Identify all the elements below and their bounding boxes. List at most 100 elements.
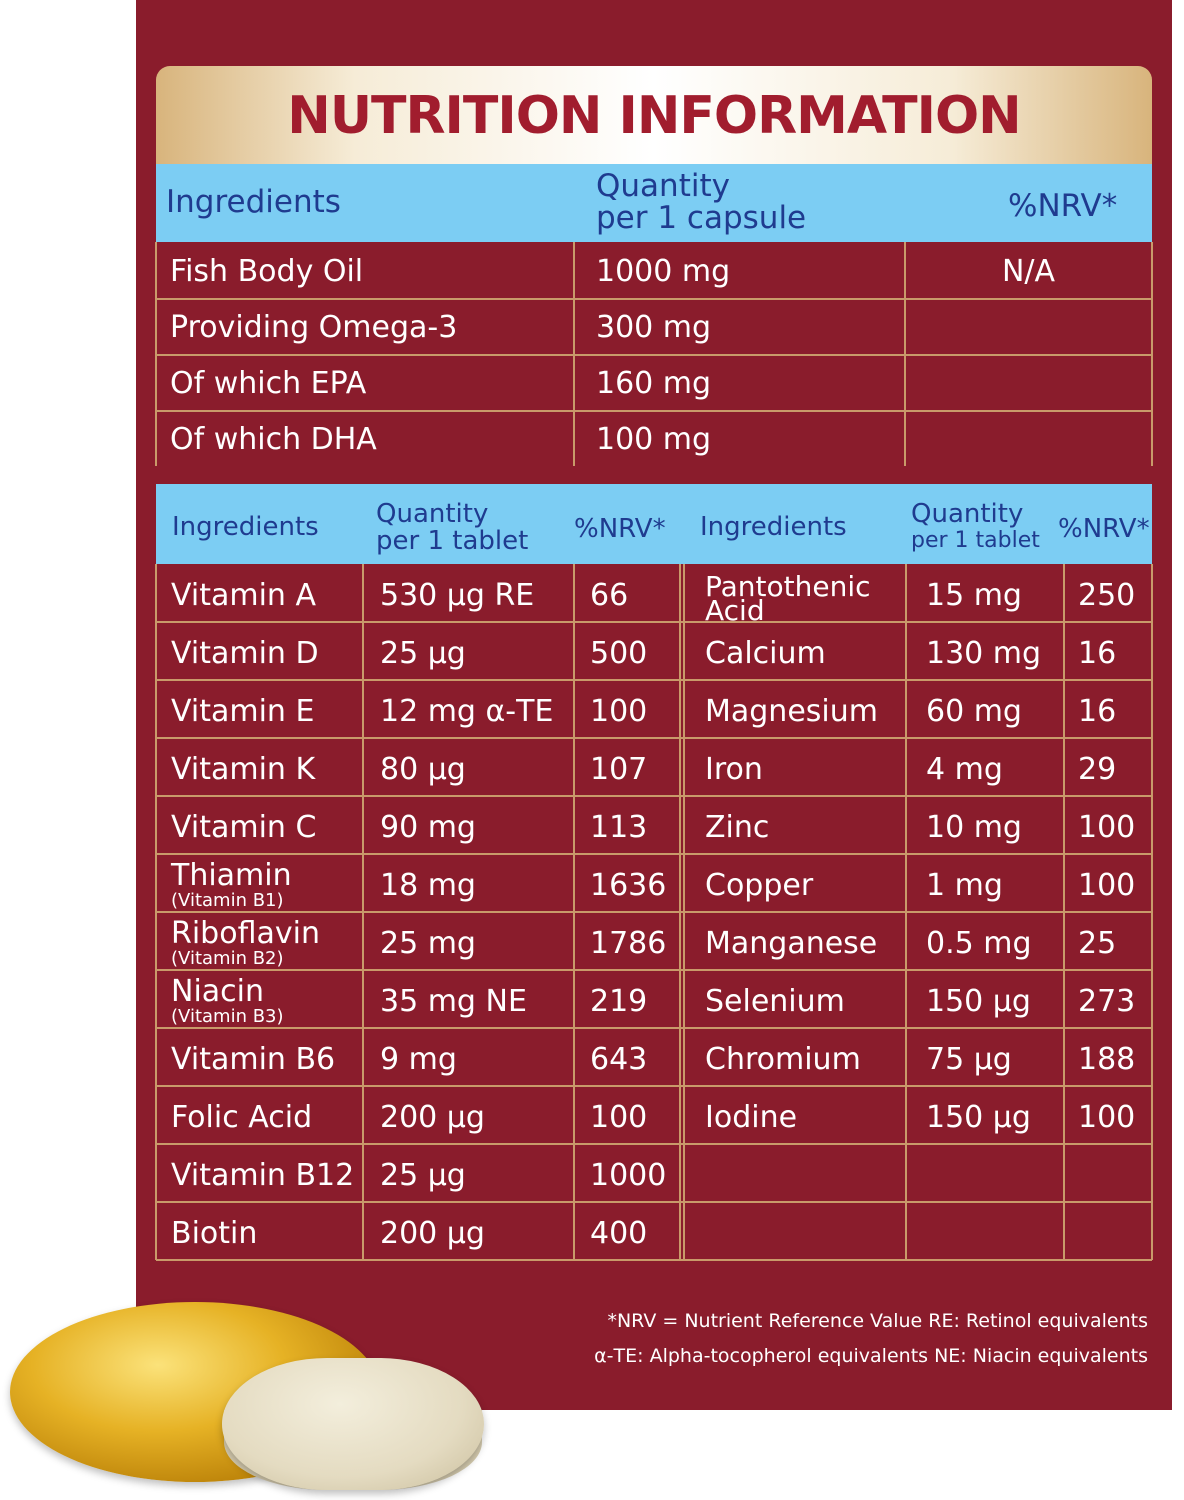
- vitamin-quantity: 25 µg: [380, 1158, 466, 1193]
- vitamin-nrv: 400: [590, 1216, 648, 1251]
- mineral-name: Selenium: [705, 984, 845, 1019]
- vitamin-name: Vitamin A: [171, 578, 316, 613]
- vitamin-quantity: 200 µg: [380, 1216, 485, 1251]
- vitamin-name: Vitamin K: [171, 752, 316, 787]
- tablet-table-hline: [156, 1259, 1152, 1261]
- vitamin-nrv: 107: [590, 752, 648, 787]
- tablet-table-hline: [156, 737, 1152, 739]
- capsule-header-quantity-line1: Quantity: [596, 168, 730, 204]
- tablet-header-ingredients-left: Ingredients: [172, 512, 319, 542]
- footnote-nrv: *NRV = Nutrient Reference Value RE: Reti…: [607, 1310, 1148, 1332]
- capsule-ingredient-nrv: N/A: [1001, 254, 1056, 289]
- capsule-table-hline: [156, 298, 1152, 300]
- mineral-quantity: 150 µg: [926, 984, 1031, 1019]
- tablet-table-hline: [156, 1201, 1152, 1203]
- capsule-ingredient-name: Fish Body Oil: [170, 254, 364, 289]
- capsule-table-hline: [156, 354, 1152, 356]
- mineral-name: Zinc: [705, 810, 770, 845]
- capsule-ingredient-name: Of which EPA: [170, 366, 367, 401]
- tablet-header-nrv-right: %NRV*: [1058, 514, 1150, 544]
- tablet-table-hline: [156, 795, 1152, 797]
- mineral-name: Iodine: [705, 1100, 798, 1135]
- capsule-header-quantity-line2: per 1 capsule: [596, 200, 807, 236]
- mineral-name: Copper: [705, 868, 814, 903]
- mineral-nrv: 16: [1078, 694, 1117, 729]
- vitamin-quantity: 12 mg α-TE: [380, 694, 554, 729]
- vitamin-name: Riboflavin: [171, 916, 320, 951]
- mineral-nrv: 100: [1078, 868, 1136, 903]
- tablet-header-quantity-right-line1: Quantity: [911, 499, 1024, 529]
- vitamin-name: Folic Acid: [171, 1100, 313, 1135]
- mineral-quantity: 60 mg: [926, 694, 1022, 729]
- title-band: NUTRITION INFORMATION: [156, 66, 1152, 164]
- mineral-nrv: 16: [1078, 636, 1117, 671]
- vitamin-name: Vitamin C: [171, 810, 317, 845]
- mineral-nrv: 100: [1078, 1100, 1136, 1135]
- vitamin-quantity: 80 µg: [380, 752, 466, 787]
- tablet-table-hline: [156, 1143, 1152, 1145]
- tablet-image: [222, 1358, 484, 1490]
- vitamin-quantity: 35 mg NE: [380, 984, 527, 1019]
- vitamin-nrv: 1000: [590, 1158, 667, 1193]
- mineral-quantity: 1 mg: [926, 868, 1003, 903]
- vitamin-name: Vitamin B12: [171, 1158, 355, 1193]
- mineral-nrv: 100: [1078, 810, 1136, 845]
- capsule-header-nrv: %NRV*: [1008, 188, 1118, 224]
- capsule-ingredient-quantity: 100 mg: [596, 422, 712, 457]
- mineral-name: Chromium: [705, 1042, 861, 1077]
- mineral-quantity: 10 mg: [926, 810, 1022, 845]
- mineral-name: Pantothenic: [705, 570, 871, 603]
- vitamin-quantity: 90 mg: [380, 810, 476, 845]
- tablet-header-ingredients-right: Ingredients: [700, 512, 847, 542]
- capsule-ingredient-quantity: 160 mg: [596, 366, 712, 401]
- tablet-table-hline: [156, 679, 1152, 681]
- mineral-quantity: 0.5 mg: [926, 926, 1032, 961]
- tablet-header-quantity-left-line2: per 1 tablet: [376, 526, 529, 556]
- mineral-quantity: 75 µg: [926, 1042, 1012, 1077]
- vitamin-nrv: 1786: [590, 926, 667, 961]
- vitamin-nrv: 219: [590, 984, 648, 1019]
- mineral-nrv: 25: [1078, 926, 1117, 961]
- tablet-table-hline: [156, 969, 1152, 971]
- capsule-ingredient-name: Providing Omega-3: [170, 310, 458, 345]
- mineral-nrv: 250: [1078, 578, 1136, 613]
- tablet-table-hline: [156, 1027, 1152, 1029]
- vitamin-subname: (Vitamin B1): [171, 890, 284, 911]
- vitamin-subname: (Vitamin B3): [171, 1006, 284, 1027]
- mineral-nrv: 29: [1078, 752, 1117, 787]
- vitamin-quantity: 18 mg: [380, 868, 476, 903]
- mineral-nrv: 273: [1078, 984, 1136, 1019]
- tablet-table-hline: [156, 1085, 1152, 1087]
- capsule-table-header: Ingredients Quantity per 1 capsule %NRV*: [156, 164, 1152, 242]
- capsule-ingredient-quantity: 300 mg: [596, 310, 712, 345]
- mineral-name: Magnesium: [705, 694, 878, 729]
- mineral-name: Iron: [705, 752, 763, 787]
- vitamin-quantity: 200 µg: [380, 1100, 485, 1135]
- capsule-table-vline: [1151, 242, 1153, 466]
- vitamin-name: Vitamin D: [171, 636, 319, 671]
- vitamin-nrv: 100: [590, 1100, 648, 1135]
- vitamin-name: Niacin: [171, 974, 265, 1009]
- vitamin-name: Vitamin E: [171, 694, 315, 729]
- tablet-table-hline: [156, 621, 1152, 623]
- vitamin-name: Thiamin: [171, 858, 292, 893]
- tablet-table-hline: [156, 911, 1152, 913]
- vitamin-name: Vitamin B6: [171, 1042, 336, 1077]
- mineral-name: Manganese: [705, 926, 878, 961]
- tablet-table-vline: [1151, 564, 1153, 1260]
- mineral-quantity: 4 mg: [926, 752, 1003, 787]
- vitamin-subname: (Vitamin B2): [171, 948, 284, 969]
- vitamin-nrv: 1636: [590, 868, 667, 903]
- footnote-te: α-TE: Alpha-tocopherol equivalents NE: N…: [594, 1345, 1148, 1367]
- vitamin-quantity: 9 mg: [380, 1042, 457, 1077]
- mineral-name-line2: Acid: [705, 594, 765, 627]
- tablet-header-quantity-right-line2: per 1 tablet: [911, 528, 1040, 553]
- tablet-table-hline: [156, 853, 1152, 855]
- capsule-table-hline: [156, 410, 1152, 412]
- mineral-quantity: 15 mg: [926, 578, 1022, 613]
- capsule-ingredient-quantity: 1000 mg: [596, 254, 731, 289]
- vitamin-nrv: 100: [590, 694, 648, 729]
- mineral-quantity: 150 µg: [926, 1100, 1031, 1135]
- vitamin-name: Biotin: [171, 1216, 258, 1251]
- tablet-header-nrv-left: %NRV*: [574, 514, 666, 544]
